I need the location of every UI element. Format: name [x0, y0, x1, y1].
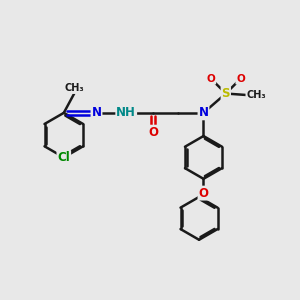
Text: CH₃: CH₃ [246, 90, 266, 100]
Text: S: S [221, 87, 230, 100]
Text: O: O [148, 126, 158, 139]
Text: CH₃: CH₃ [65, 83, 85, 93]
Text: N: N [199, 106, 208, 119]
Text: N: N [92, 106, 101, 119]
Text: Cl: Cl [57, 151, 70, 164]
Text: O: O [199, 187, 208, 200]
Text: O: O [236, 74, 245, 84]
Text: O: O [207, 74, 215, 84]
Text: NH: NH [116, 106, 136, 119]
